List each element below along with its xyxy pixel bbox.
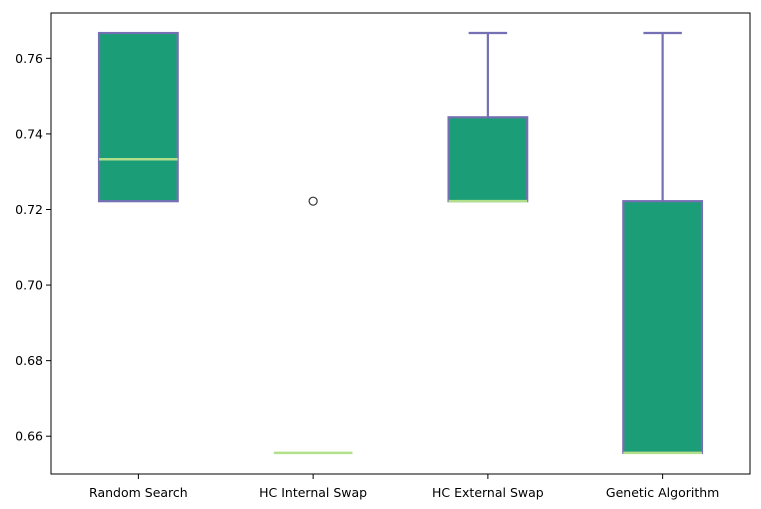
x-tick-label: Genetic Algorithm	[606, 485, 719, 500]
x-axis: Random Search HC Internal Swap HC External…	[89, 474, 719, 500]
x-tick-label: HC External Swap	[432, 485, 544, 500]
box-body	[622, 200, 704, 454]
y-tick-label: 0.72	[15, 202, 43, 217]
box-group	[447, 31, 529, 203]
y-tick-label: 0.74	[15, 126, 43, 141]
box-group	[273, 196, 353, 455]
box-group	[622, 31, 704, 455]
x-tick-label: HC Internal Swap	[259, 485, 367, 500]
box-body	[97, 31, 179, 203]
box-body	[447, 116, 529, 203]
outlier-point	[308, 196, 318, 206]
y-tick-label: 0.70	[15, 278, 43, 293]
y-axis: 0.66 0.68 0.70 0.72 0.74 0.76	[15, 51, 51, 444]
plot-marks	[97, 31, 704, 455]
y-tick-label: 0.68	[15, 353, 43, 368]
axes-frame	[50, 12, 751, 475]
x-tick-label: Random Search	[89, 485, 188, 500]
y-tick-label: 0.76	[15, 51, 43, 66]
y-tick-label: 0.66	[15, 429, 43, 444]
box-group	[97, 31, 179, 203]
